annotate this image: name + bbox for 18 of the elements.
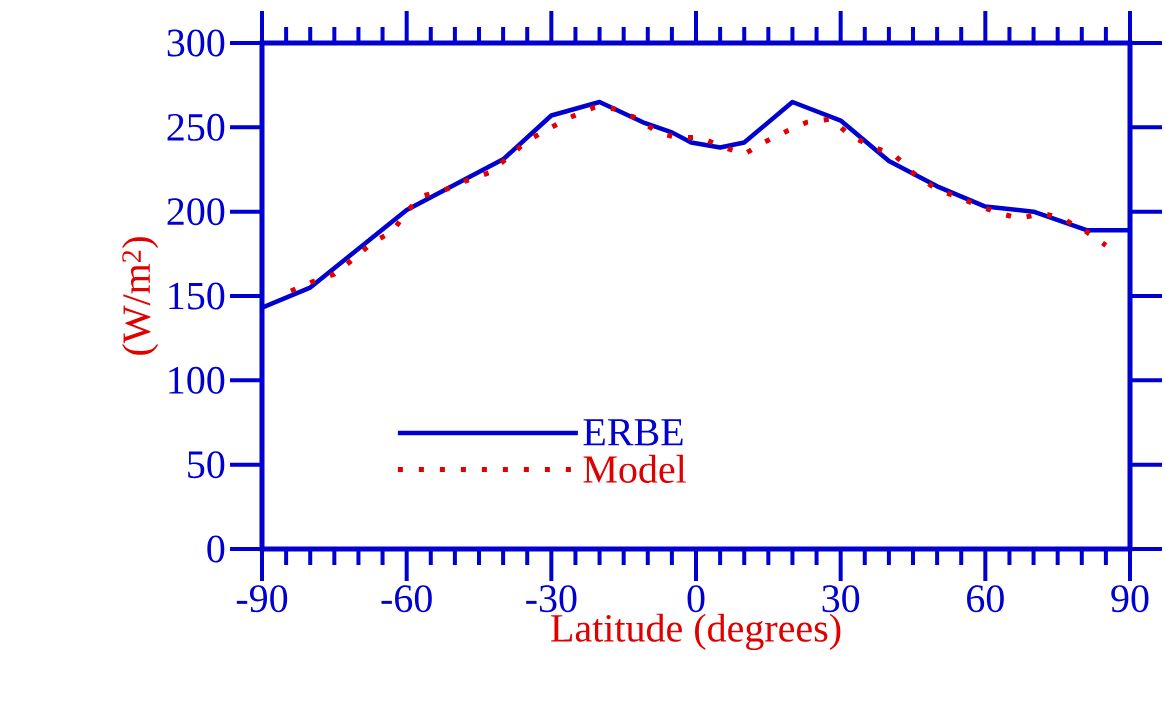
y-tick-label: 50 — [188, 451, 225, 479]
y-axis-title: (W/m$^{2}$) — [122, 237, 159, 355]
y-tick-label: 300 — [167, 29, 225, 57]
y-tick-label: 250 — [167, 113, 225, 141]
x-tick-label: -30 — [526, 585, 577, 613]
y-tick-label: 0 — [207, 535, 225, 563]
x-tick-label: -90 — [236, 585, 288, 613]
legend-label: ERBE — [583, 419, 683, 446]
x-tick-label: 30 — [822, 585, 860, 613]
x-tick-label: 0 — [687, 585, 705, 613]
x-tick-label: -60 — [381, 585, 432, 613]
x-axis-title: Latitude (degrees) — [551, 613, 841, 651]
y-tick-label: 150 — [169, 282, 225, 310]
y-tick-label: 100 — [169, 366, 225, 394]
y-tick-label: 200 — [167, 198, 225, 226]
x-tick-label: 60 — [967, 585, 1004, 613]
x-tick-label: 90 — [1111, 585, 1149, 613]
legend-label: Model — [583, 454, 687, 483]
